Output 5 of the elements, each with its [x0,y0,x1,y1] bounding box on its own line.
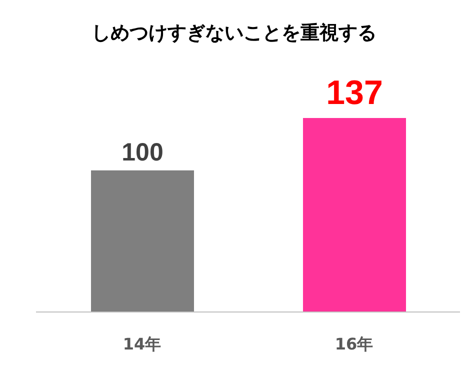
data-label: 137 [326,74,383,112]
chart-title: しめつけすぎないことを重視する [90,21,378,46]
data-label: 100 [122,138,164,166]
x-tick-label: 16年 [334,334,374,354]
x-tick-label: 14年 [122,334,162,354]
